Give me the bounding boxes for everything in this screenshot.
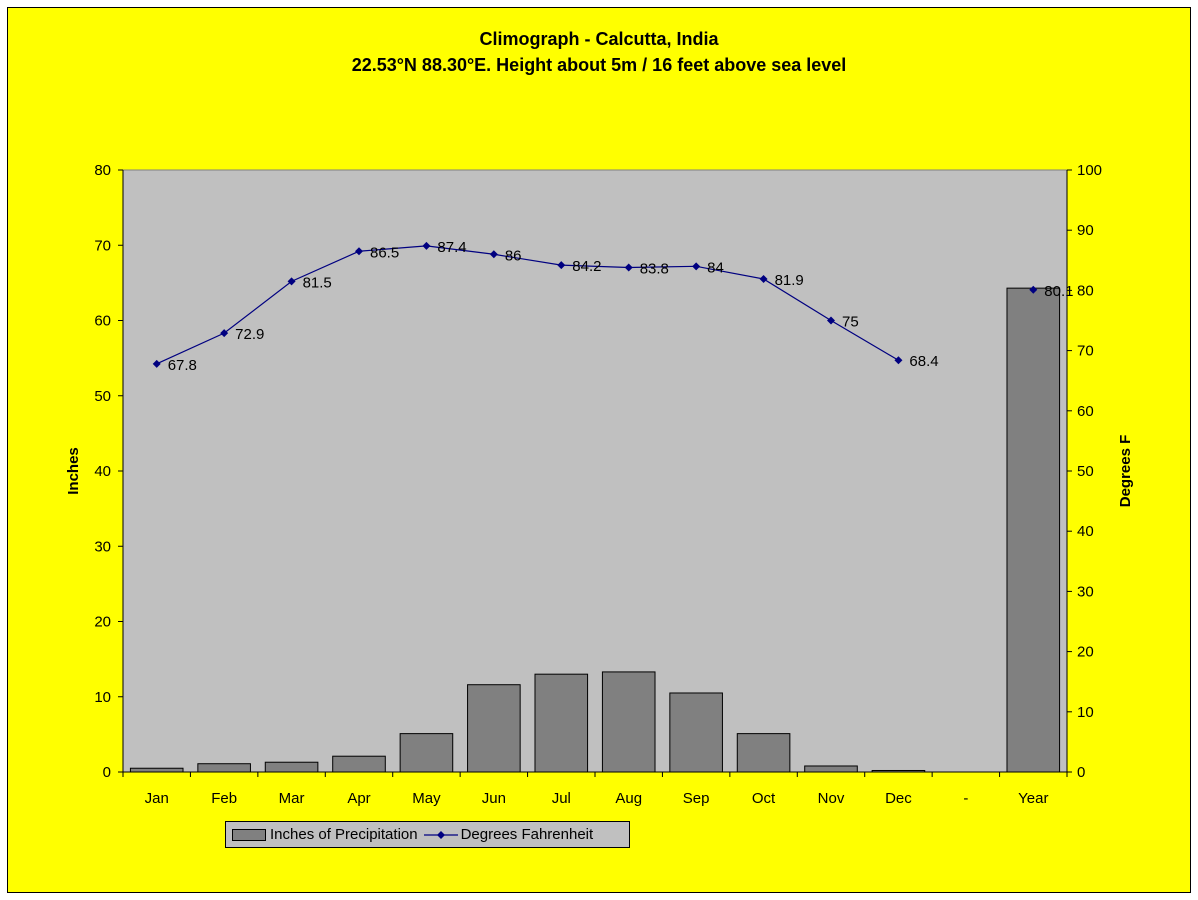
precipitation-bar <box>467 684 521 773</box>
temperature-data-label: 87.4 <box>437 239 466 256</box>
right-tick-label: 60 <box>1077 403 1094 420</box>
x-tick-label: Sep <box>683 790 710 807</box>
right-tick-label: 80 <box>1077 282 1094 299</box>
temperature-point <box>759 274 768 283</box>
precipitation-bar <box>871 769 926 773</box>
left-tick-label: 50 <box>94 388 111 405</box>
left-tick-label: 30 <box>94 538 111 555</box>
temperature-point <box>692 262 701 271</box>
legend-item-precipitation: Inches of Precipitation <box>232 826 418 843</box>
temperature-data-label: 86 <box>505 247 522 264</box>
left-tick-label: 10 <box>94 689 111 706</box>
legend: Inches of Precipitation Degrees Fahrenhe… <box>225 821 630 848</box>
x-tick-label: Dec <box>885 790 912 807</box>
right-tick-label: 20 <box>1077 644 1094 661</box>
precipitation-bar <box>804 765 858 773</box>
left-tick-label: 20 <box>94 614 111 631</box>
temperature-point <box>827 316 835 325</box>
left-tick-label: 0 <box>103 764 111 781</box>
x-tick-label: Year <box>1018 790 1048 807</box>
left-tick-label: 40 <box>94 463 111 480</box>
plot-area <box>122 169 1068 773</box>
precipitation-bar <box>601 671 656 773</box>
right-axis-title: Degrees F <box>1117 435 1134 508</box>
x-tick-label: Mar <box>279 790 305 807</box>
x-tick-label: Jul <box>552 790 571 807</box>
temperature-data-label: 72.9 <box>235 326 264 343</box>
x-tick-label: Jun <box>482 790 506 807</box>
temperature-data-label: 81.5 <box>303 274 332 291</box>
precipitation-bar <box>197 763 251 773</box>
chart-subtitle: 22.53°N 88.30°E. Height about 5m / 16 fe… <box>351 55 847 75</box>
temperature-data-label: 67.8 <box>168 357 197 374</box>
temperature-data-label: 86.5 <box>370 244 399 261</box>
temperature-data-label: 84.2 <box>572 258 601 275</box>
temperature-point <box>1029 285 1038 294</box>
left-axis-title: Inches <box>65 447 82 495</box>
precipitation-bar <box>264 761 319 773</box>
x-tick-label: Nov <box>818 790 845 807</box>
temperature-data-label: 68.4 <box>909 353 938 370</box>
right-tick-label: 40 <box>1077 523 1094 540</box>
temperature-line <box>156 245 899 365</box>
right-tick-label: 70 <box>1077 343 1094 360</box>
x-tick-label: - <box>963 790 968 807</box>
legend-label-precipitation: Inches of Precipitation <box>270 826 418 843</box>
temperature-point <box>489 250 498 259</box>
temperature-point <box>557 261 566 270</box>
temperature-point <box>152 359 161 368</box>
x-tick-label: Feb <box>211 790 237 807</box>
right-tick-label: 0 <box>1077 764 1085 781</box>
legend-label-temperature: Degrees Fahrenheit <box>460 826 594 843</box>
precipitation-bar <box>1006 287 1061 773</box>
legend-bar-swatch <box>232 828 266 841</box>
x-tick-label: Apr <box>347 790 370 807</box>
x-tick-label: Oct <box>752 790 776 807</box>
precipitation-bar <box>534 673 589 773</box>
legend-item-temperature: Degrees Fahrenheit <box>423 826 594 843</box>
temperature-point <box>220 329 229 338</box>
right-tick-label: 30 <box>1077 583 1094 600</box>
precipitation-bar <box>736 733 791 773</box>
temperature-data-label: 81.9 <box>775 272 804 289</box>
left-tick-label: 80 <box>94 162 111 179</box>
temperature-point <box>287 277 296 286</box>
right-tick-label: 90 <box>1077 222 1094 239</box>
x-tick-label: May <box>412 790 441 807</box>
left-tick-label: 60 <box>94 313 111 330</box>
x-tick-label: Aug <box>615 790 642 807</box>
temperature-point <box>355 247 363 256</box>
left-tick-label: 70 <box>94 237 111 254</box>
precipitation-bar <box>669 692 723 773</box>
legend-line-swatch <box>423 830 458 839</box>
temperature-data-label: 83.8 <box>640 261 669 278</box>
chart-title: Climograph - Calcutta, India <box>479 29 719 49</box>
precipitation-bar <box>129 767 184 773</box>
right-tick-label: 10 <box>1077 704 1094 721</box>
temperature-data-label: 75 <box>842 314 859 331</box>
temperature-point <box>624 263 633 272</box>
precipitation-bar <box>332 755 386 773</box>
temperature-data-label: 84 <box>707 259 724 276</box>
temperature-data-label: 80.1 <box>1044 283 1073 300</box>
right-tick-label: 50 <box>1077 463 1094 480</box>
x-tick-label: Jan <box>145 790 169 807</box>
temperature-point <box>894 356 903 365</box>
precipitation-bar <box>399 733 454 773</box>
temperature-point <box>422 241 431 250</box>
right-tick-label: 100 <box>1077 162 1102 179</box>
